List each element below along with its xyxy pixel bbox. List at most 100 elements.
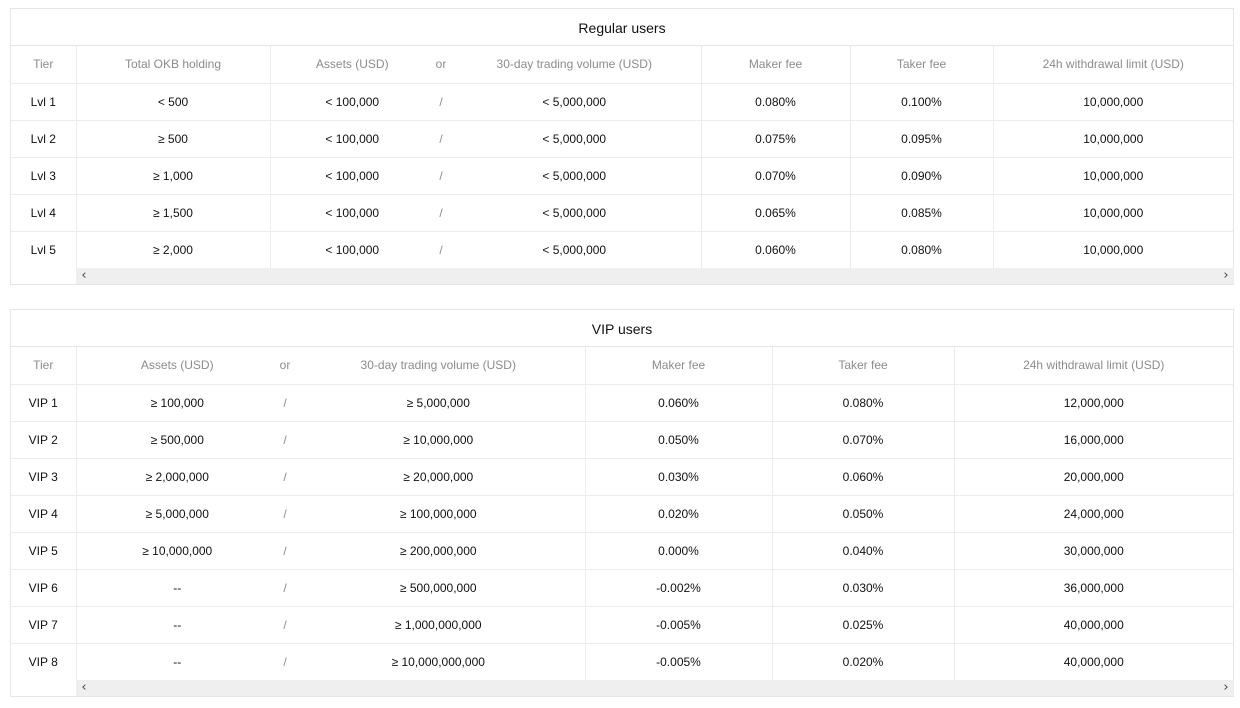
assets-cell: ≥ 500,000 (76, 421, 278, 459)
trading-volume-cell: ≥ 200,000,000 (292, 532, 586, 570)
withdrawal-limit-cell: 30,000,000 (954, 532, 1233, 570)
column-header-assets: Assets (USD) (76, 347, 278, 385)
or-separator: / (278, 495, 292, 533)
chevron-left-icon[interactable]: ‹ (81, 268, 87, 283)
maker-fee-cell: 0.065% (701, 194, 851, 232)
assets-cell: ≥ 5,000,000 (76, 495, 278, 533)
tier-cell: VIP 5 (11, 532, 77, 570)
tier-cell: VIP 2 (11, 421, 77, 459)
column-header-tier: Tier (11, 46, 77, 84)
tier-cell: Lvl 4 (11, 194, 77, 232)
regular-users-title: Regular users (11, 9, 1233, 46)
trading-volume-cell: ≥ 5,000,000 (292, 384, 586, 422)
trading-volume-cell: ≥ 100,000,000 (292, 495, 586, 533)
withdrawal-limit-cell: 24,000,000 (954, 495, 1233, 533)
trading-volume-cell: ≥ 20,000,000 (292, 458, 586, 496)
table-header-row: Tier Total OKB holding Assets (USD) or 3… (11, 46, 1233, 84)
column-header-maker-fee: Maker fee (701, 46, 851, 84)
maker-fee-cell: 0.030% (585, 458, 773, 496)
table-row: VIP 3 ≥ 2,000,000/≥ 20,000,000 0.030% 0.060… (11, 458, 1233, 496)
tier-cell: Lvl 2 (11, 120, 77, 158)
taker-fee-cell: 0.060% (772, 458, 955, 496)
column-header-taker-fee: Taker fee (772, 347, 955, 385)
column-header-trading-volume: 30-day trading volume (USD) (448, 46, 702, 84)
assets-cell: -- (76, 569, 278, 607)
chevron-right-icon[interactable]: › (1223, 268, 1229, 283)
taker-fee-cell: 0.030% (772, 569, 955, 607)
maker-fee-cell: 0.080% (701, 83, 851, 121)
or-separator: / (278, 532, 292, 570)
table-row: VIP 7 -- / ≥ 1,000,000,000 -0.005% 0.025% 40,0… (11, 606, 1233, 644)
withdrawal-limit-cell: 20,000,000 (954, 458, 1233, 496)
or-separator: / (283, 654, 287, 669)
horizontal-scrollbar[interactable]: ‹ › (76, 268, 1234, 284)
horizontal-scrollbar[interactable]: ‹ › (76, 680, 1234, 696)
vip-users-fee-table: VIP users Tier Assets (USD) or 30-day tr… (10, 309, 1234, 697)
assets-cell: -- (173, 654, 182, 669)
table-row: VIP 2 ≥ 500,000/≥ 10,000,000 0.050% 0.070% 1… (11, 421, 1233, 459)
assets-cell: ≥ 100,000 (76, 384, 278, 422)
tier-cell: Lvl 3 (11, 157, 77, 195)
vip-users-title: VIP users (11, 310, 1233, 347)
tier-cell: VIP 7 (11, 606, 77, 644)
or-separator: / (278, 458, 292, 496)
column-header-withdrawal-limit: 24h withdrawal limit (USD) (954, 347, 1233, 385)
tier-cell: Lvl 1 (11, 83, 77, 121)
withdrawal-limit-cell: 10,000,000 (993, 120, 1233, 158)
table-row: Lvl 2 ≥ 500 < 100,000/< 5,000,000 0.075% 0.0… (11, 120, 1233, 158)
taker-fee-cell: 0.095% (850, 120, 994, 158)
assets-cell: < 100,000 (270, 157, 434, 195)
withdrawal-limit-cell: 10,000,000 (993, 157, 1233, 195)
column-header-withdrawal-limit: 24h withdrawal limit (USD) (993, 46, 1233, 84)
withdrawal-limit-cell: 10,000,000 (993, 83, 1233, 121)
trading-volume-cell: < 5,000,000 (448, 83, 702, 121)
withdrawal-limit-cell: 40,000,000 (954, 606, 1233, 644)
okb-holding-cell: ≥ 2,000 (76, 231, 271, 268)
tier-cell: VIP 4 (11, 495, 77, 533)
table-row: Lvl 3 ≥ 1,000 < 100,000/< 5,000,000 0.070% 0… (11, 157, 1233, 195)
trading-volume-cell: < 5,000,000 (448, 194, 702, 232)
assets-cell: < 100,000 (270, 83, 434, 121)
or-separator: / (278, 421, 292, 459)
assets-cell: ≥ 10,000,000 (76, 532, 278, 570)
withdrawal-limit-cell: 12,000,000 (954, 384, 1233, 422)
taker-fee-cell: 0.020% (772, 643, 955, 680)
withdrawal-limit-cell: 10,000,000 (993, 194, 1233, 232)
or-separator: / (434, 157, 448, 195)
taker-fee-cell: 0.085% (850, 194, 994, 232)
taker-fee-cell: 0.050% (772, 495, 955, 533)
column-header-tier: Tier (11, 347, 77, 385)
trading-volume-cell: ≥ 10,000,000 (292, 421, 586, 459)
table-row: Lvl 1 < 500 < 100,000/< 5,000,000 0.080% 0.1… (11, 83, 1233, 121)
withdrawal-limit-cell: 36,000,000 (954, 569, 1233, 607)
tier-cell: VIP 6 (11, 569, 77, 607)
regular-users-table: Tier Total OKB holding Assets (USD) or 3… (11, 46, 1233, 268)
taker-fee-cell: 0.100% (850, 83, 994, 121)
maker-fee-cell: 0.060% (585, 384, 773, 422)
or-separator: / (278, 384, 292, 422)
okb-holding-cell: < 500 (76, 83, 271, 121)
table-row: VIP 1 ≥ 100,000/≥ 5,000,000 0.060% 0.080% 12… (11, 384, 1233, 422)
tier-cell: VIP 1 (11, 384, 77, 422)
taker-fee-cell: 0.070% (772, 421, 955, 459)
chevron-left-icon[interactable]: ‹ (81, 680, 87, 695)
regular-users-fee-table: Regular users Tier Total OKB holding Ass… (10, 8, 1234, 285)
column-header-assets: Assets (USD) (270, 46, 434, 84)
or-separator: / (434, 120, 448, 158)
vip-users-table: Tier Assets (USD) or 30-day trading volu… (11, 347, 1233, 680)
column-header-trading-volume: 30-day trading volume (USD) (292, 347, 586, 385)
taker-fee-cell: 0.025% (772, 606, 955, 644)
or-separator: / (278, 569, 292, 607)
taker-fee-cell: 0.080% (850, 231, 994, 268)
maker-fee-cell: -0.002% (585, 569, 773, 607)
table-header-row: Tier Assets (USD) or 30-day trading volu… (11, 347, 1233, 385)
table-row: VIP 4 ≥ 5,000,000/≥ 100,000,000 0.020% 0.05… (11, 495, 1233, 533)
column-header-or: or (278, 347, 292, 385)
table-row: Lvl 4 ≥ 1,500 < 100,000/< 5,000,000 0.065% 0… (11, 194, 1233, 232)
column-header-okb-holding: Total OKB holding (76, 46, 271, 84)
trading-volume-cell: < 5,000,000 (448, 231, 702, 268)
okb-holding-cell: ≥ 1,500 (76, 194, 271, 232)
taker-fee-cell: 0.090% (850, 157, 994, 195)
chevron-right-icon[interactable]: › (1223, 680, 1229, 695)
assets-cell: < 100,000 (270, 120, 434, 158)
